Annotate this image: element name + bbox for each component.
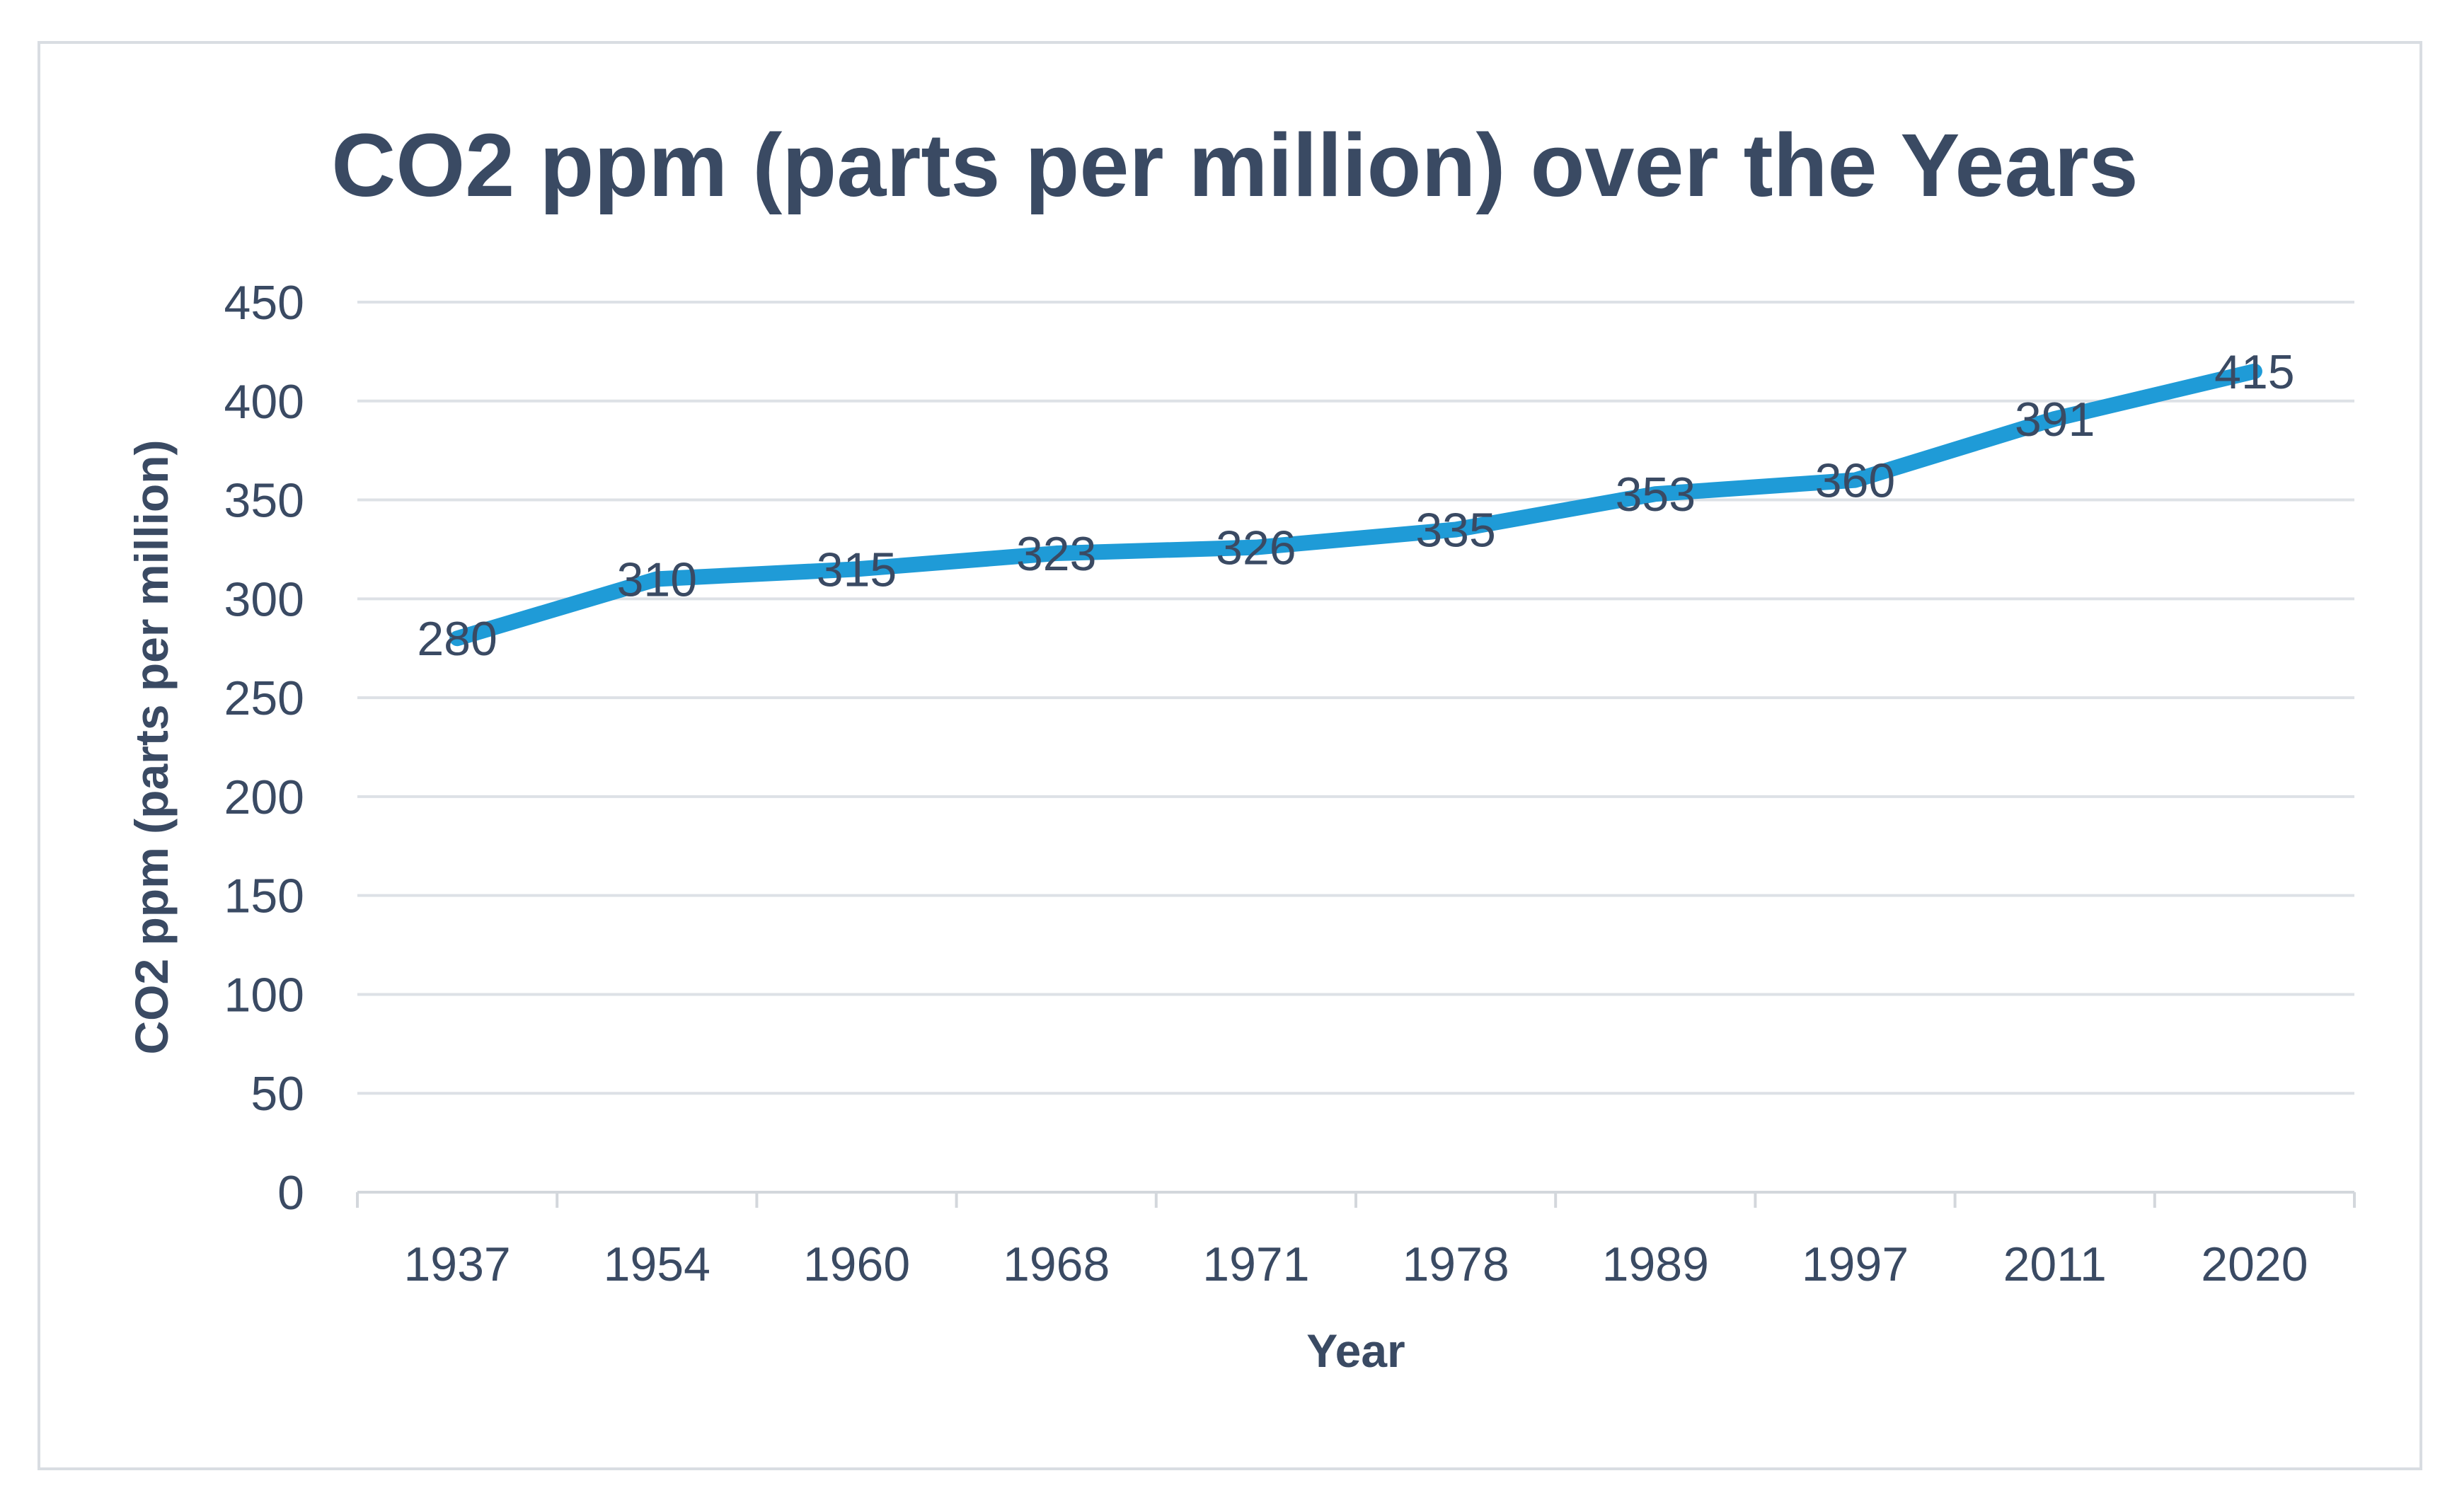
x-axis-tick-labels: 1937 1954 1960 1968 1971 1978 1989 1997 2011 2020 — [403, 1237, 2308, 1291]
y-tick-label: 50 — [251, 1067, 304, 1121]
data-label: 310 — [617, 553, 697, 606]
data-label: 391 — [2015, 393, 2095, 446]
data-label: 326 — [1216, 521, 1296, 575]
y-tick-label: 250 — [224, 671, 304, 725]
y-tick-label: 150 — [224, 870, 304, 923]
x-tick-label: 1978 — [1402, 1237, 1509, 1291]
y-tick-label: 400 — [224, 375, 304, 429]
chart-frame: CO2 ppm (parts per million) over the Yea… — [38, 41, 2422, 1470]
y-tick-label: 450 — [224, 276, 304, 330]
x-axis-title: Year — [1306, 1325, 1405, 1377]
data-label: 323 — [1016, 527, 1096, 581]
data-label: 280 — [417, 612, 497, 666]
y-tick-label: 350 — [224, 474, 304, 528]
y-axis-tick-labels: 0 50 100 150 200 250 300 350 400 450 — [224, 276, 304, 1220]
x-axis — [356, 1191, 2356, 1208]
y-tick-label: 0 — [277, 1166, 304, 1220]
y-tick-label: 200 — [224, 771, 304, 824]
data-label: 353 — [1616, 468, 1696, 521]
x-tick-label: 1989 — [1602, 1237, 1709, 1291]
x-tick-label: 1971 — [1202, 1237, 1309, 1291]
chart-title: CO2 ppm (parts per million) over the Yea… — [331, 115, 2138, 215]
data-label: 335 — [1415, 503, 1495, 557]
y-axis-title: CO2 ppm (parts per million) — [125, 439, 178, 1054]
x-tick-label: 1997 — [1802, 1237, 1909, 1291]
data-labels: 280 310 315 323 326 335 353 360 391 415 — [417, 345, 2294, 666]
series-line — [449, 363, 2262, 647]
data-label: 360 — [1815, 454, 1895, 508]
y-tick-label: 100 — [224, 968, 304, 1022]
x-tick-label: 2011 — [2003, 1237, 2107, 1291]
series-layer — [449, 363, 2262, 647]
x-tick-label: 1954 — [604, 1237, 710, 1291]
x-tick-label: 1937 — [403, 1237, 510, 1291]
x-tick-label: 2020 — [2201, 1237, 2308, 1291]
y-tick-label: 300 — [224, 572, 304, 626]
x-tick-label: 1968 — [1003, 1237, 1110, 1291]
data-label: 415 — [2214, 345, 2294, 399]
x-tick-label: 1960 — [803, 1237, 910, 1291]
data-label: 315 — [817, 543, 897, 596]
line-chart: CO2 ppm (parts per million) over the Yea… — [125, 115, 2356, 1377]
gridlines — [357, 301, 2354, 1095]
